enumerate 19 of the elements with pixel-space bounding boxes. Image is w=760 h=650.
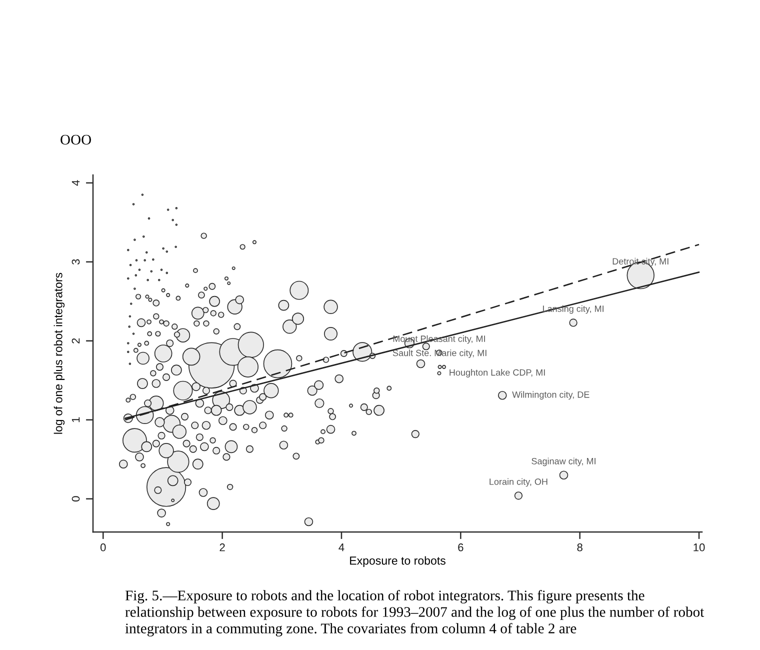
x-tick-label: 0 (100, 543, 106, 552)
caption: Fig. 5.—Exposure to robots and the location of robot integrators. This figure presents the relationship between exposure to robots for 1993–2007 and the log of one plus the number of robot integrators in a commuting zone. The covariates from column 4 of table 2 are (125, 590, 704, 636)
x-tick-label: 2 (220, 543, 225, 552)
text: OOO (60, 134, 91, 145)
x-tick-label: 4 (338, 544, 344, 552)
x-tick-label: 10 (694, 543, 705, 552)
y-tick-label: 4 (72, 180, 80, 186)
y-tick-label: 1 (72, 417, 80, 422)
y-tick-label: 0 (72, 496, 80, 502)
annotation: Houghton Lake CDP, MI (450, 369, 545, 378)
annotation: Wilmington city, DE (512, 391, 590, 400)
y-axis-title: log of one plus robot integrators (54, 272, 65, 434)
annotation: Lorain city, OH (490, 478, 548, 487)
y-tick-label: 2 (72, 338, 80, 344)
x-tick-label: 8 (577, 543, 582, 552)
y-tick-label: 3 (72, 259, 80, 265)
x-axis-title: Exposure to robots (350, 556, 446, 567)
annotation: Saginaw city, MI (532, 458, 596, 466)
x-tick-label: 6 (458, 543, 464, 552)
